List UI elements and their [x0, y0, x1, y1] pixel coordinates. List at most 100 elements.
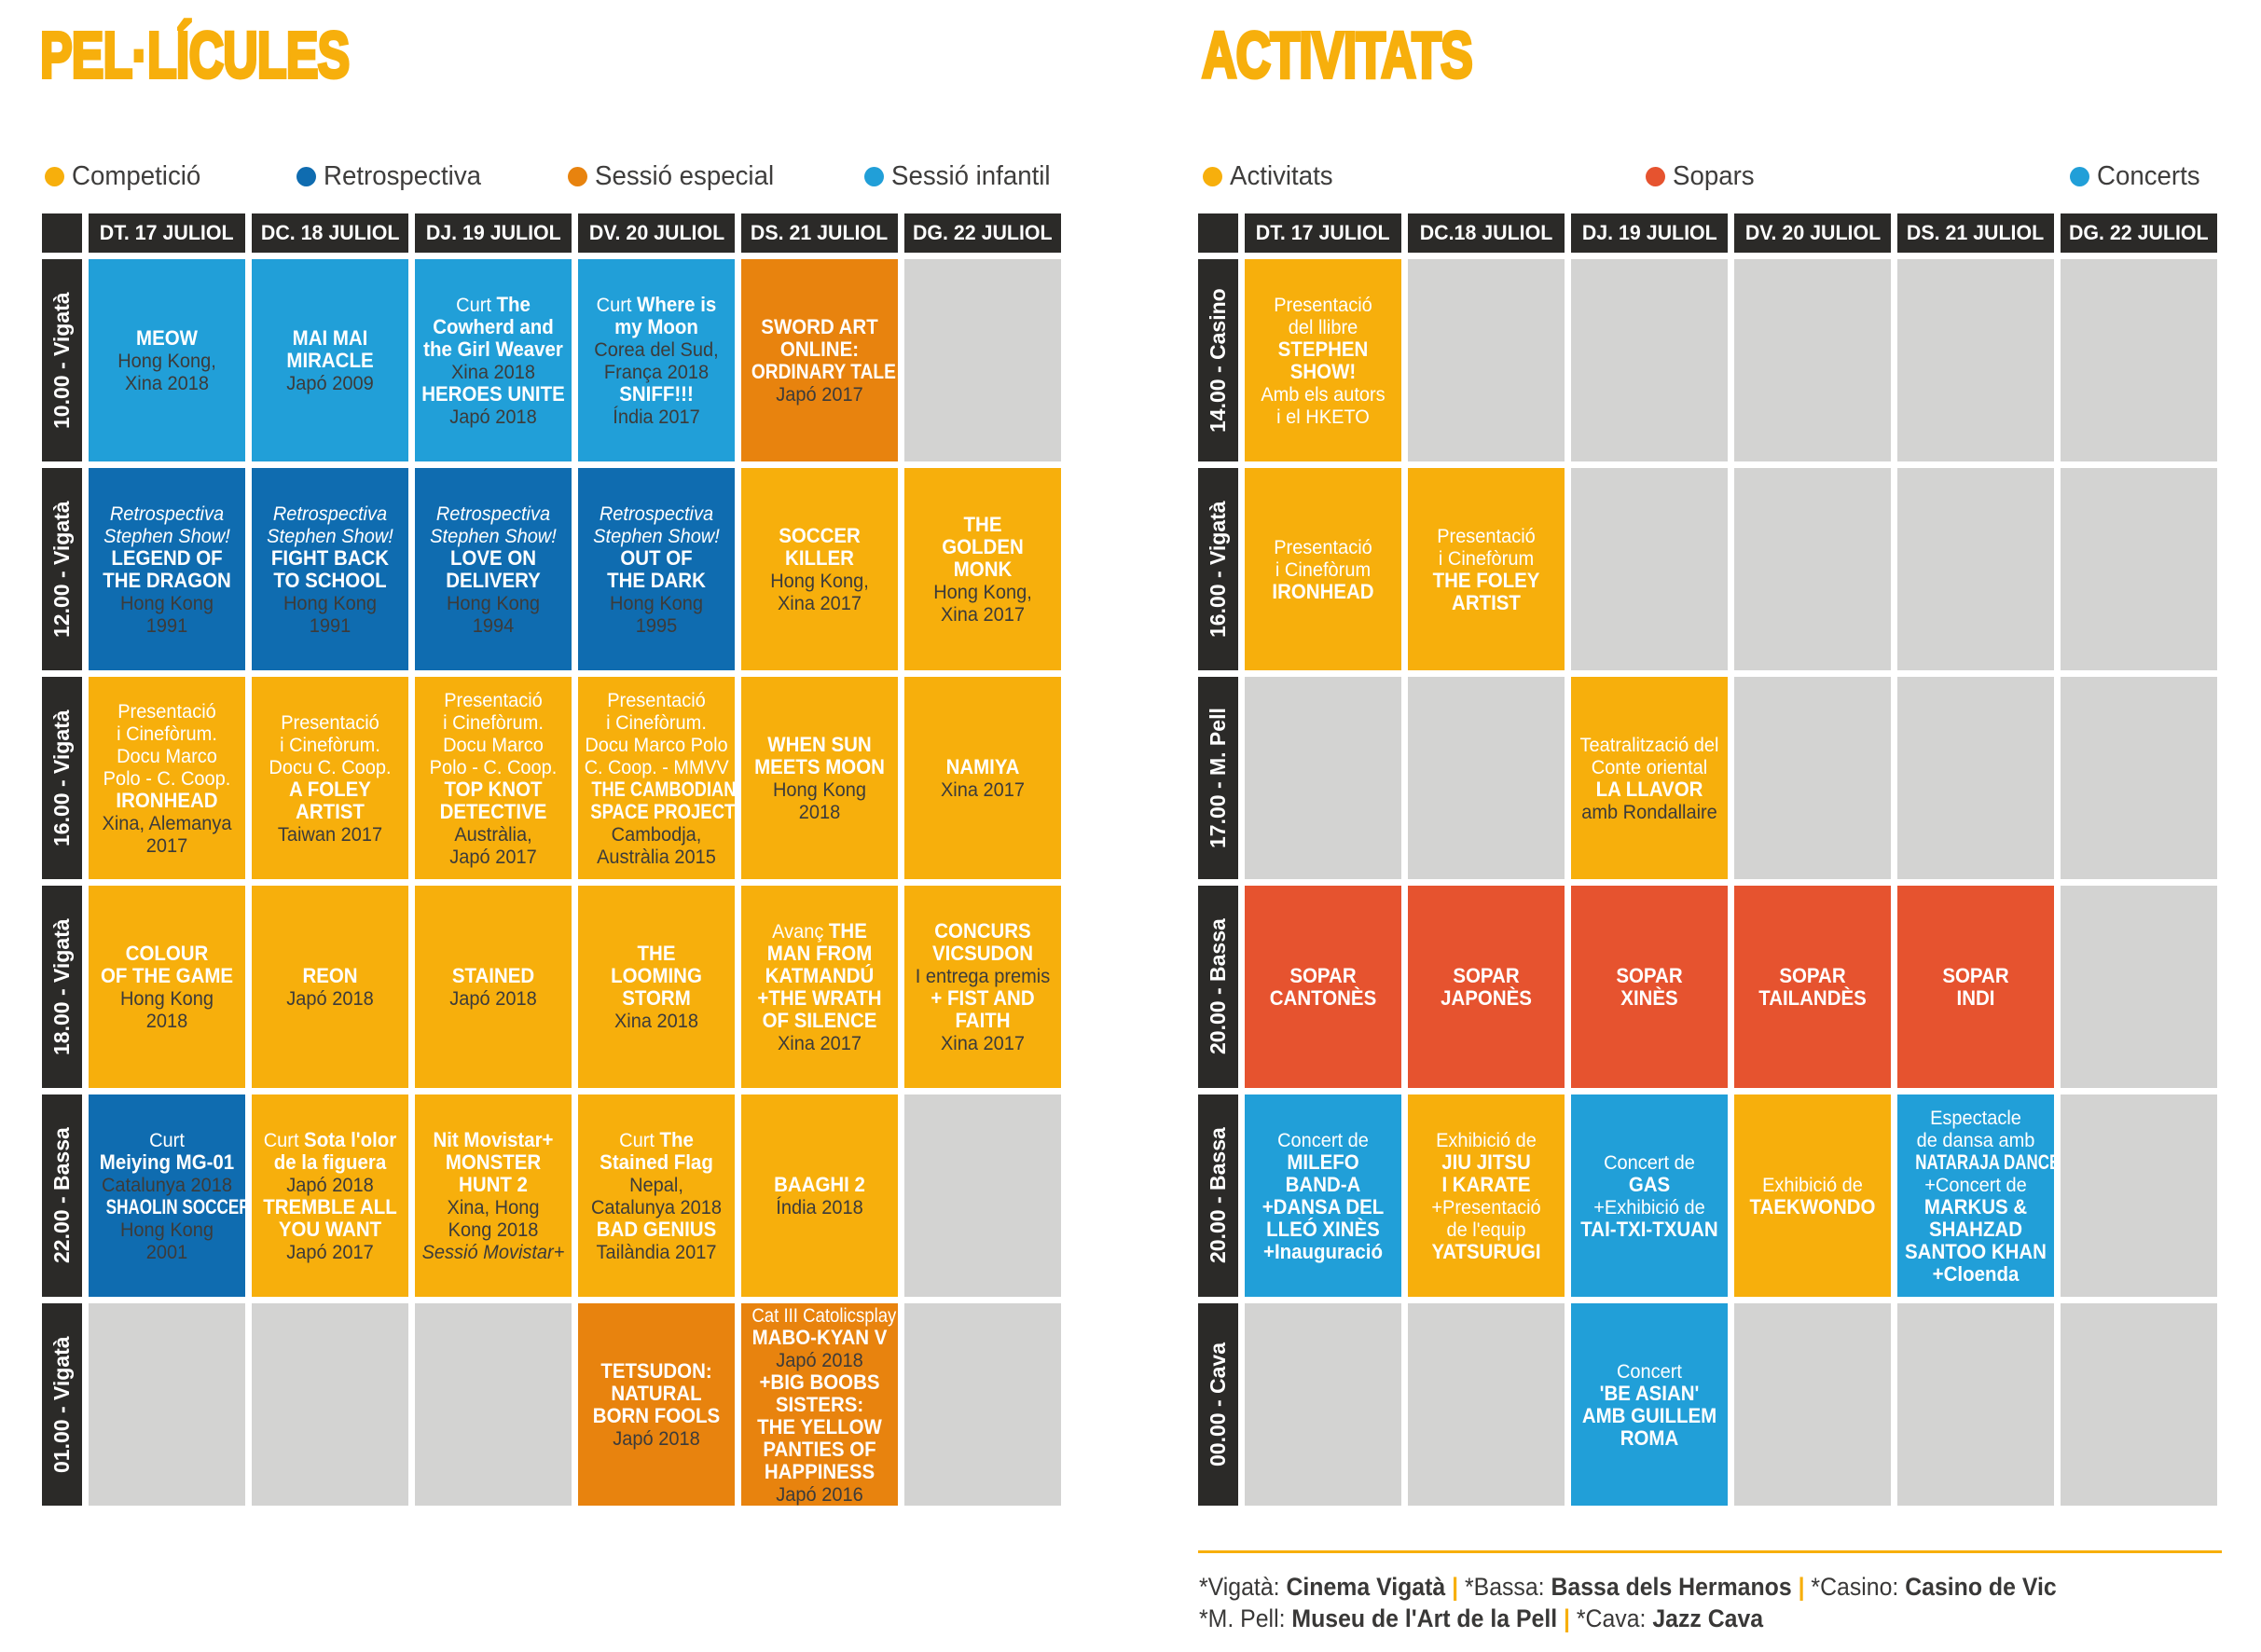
schedule-cell-line: Curt [94, 1129, 240, 1151]
text-run: THE CAMBODIAN [591, 777, 737, 801]
text-run: Exhibició de [1762, 1173, 1863, 1196]
text-run: The [496, 292, 531, 316]
text-run: The [659, 1127, 694, 1151]
empty-cell [1734, 1303, 1891, 1506]
text-run: Xina, Hong [447, 1195, 540, 1218]
text-run: SOCCER [779, 523, 861, 547]
schedule-cell-line: +Exhibició de [1577, 1196, 1722, 1218]
schedule-cell-line: Taiwan 2017 [257, 823, 403, 846]
text-run: OF THE GAME [100, 963, 234, 987]
schedule-cell-line: Sessió Movistar+ [420, 1241, 566, 1263]
schedule-cell-line: Hong Kong [94, 1218, 240, 1241]
text-run: SISTERS: [775, 1392, 864, 1416]
schedule-cell-line: 1995 [584, 614, 729, 637]
table-corner [1198, 213, 1238, 253]
text-run: Xina 2018 [450, 360, 536, 383]
text-run: 2017 [145, 833, 188, 857]
schedule-cell-line: HUNT 2 [420, 1173, 566, 1196]
schedule-cell-line: IRONHEAD [94, 789, 240, 812]
text-run: Hong Kong [119, 986, 214, 1010]
time-label: 16.00 - Vigatà [1198, 468, 1238, 670]
schedule-cell: MAI MAI MIRACLE Japó 2009 [252, 259, 408, 461]
schedule-cell-line: Cambodja, [584, 823, 729, 846]
text-run: Curt [263, 1128, 305, 1151]
schedule-cell-line: Exhibició de [1413, 1129, 1559, 1151]
legend-item-retrospectiva: Retrospectiva [296, 161, 486, 191]
text-run: Xina 2017 [940, 778, 1026, 801]
text-run: SWORD ART [761, 314, 878, 338]
text-run: MONK [953, 557, 1013, 581]
day-header-text: DJ. 19 JULIOL [425, 221, 561, 244]
text-run: Xina 2018 [614, 1009, 699, 1032]
schedule-cell-line: MARKUS & [1903, 1194, 2048, 1218]
schedule-cell-line: 1991 [257, 614, 403, 637]
schedule-cell-line: Polo - C. Coop. [420, 756, 566, 778]
schedule-cell-line: Xina 2017 [910, 1032, 1055, 1054]
schedule-cell-line: Xina 2017 [910, 603, 1055, 626]
legend-dot-icon [1203, 166, 1222, 186]
schedule-cell-line: MIRACLE [257, 349, 403, 372]
schedule-cell-line: SANTOO KHAN [1903, 1239, 2048, 1263]
schedule-cell-line: BAAGHI 2 [747, 1173, 892, 1196]
text-run: Retrospectiva [435, 502, 551, 525]
text-run: +Cloenda [1932, 1261, 2020, 1286]
table-corner [42, 213, 82, 253]
schedule-cell-line: SOCCER [747, 523, 892, 547]
schedule-cell-line: MEOW [94, 326, 240, 350]
legend-item-sopars: Sopars [1646, 161, 1757, 191]
empty-cell [1734, 468, 1891, 670]
schedule-cell-line: SHAOLIN SOCCER [106, 1195, 251, 1218]
text-run: the Girl Weaver [423, 337, 563, 361]
schedule-cell-line: Catalunya 2018 [584, 1196, 729, 1218]
schedule-cell-line: MEETS MOON [747, 754, 892, 778]
schedule-cell-line: Retrospectiva [420, 502, 566, 525]
schedule-cell: Curt Meiying MG-01 Catalunya 2018 SHAOLIN S… [89, 1094, 251, 1297]
text-run: YOU WANT [278, 1217, 382, 1241]
schedule-cell-line: Docu Marco [94, 745, 240, 767]
text-run: Japó 2009 [286, 371, 374, 394]
schedule-cell: Presentació i Cinefòrum. Docu Marco Polo - … [89, 677, 245, 879]
text-run: SANTOO KHAN [1905, 1239, 2047, 1263]
text-run: MEETS MOON [754, 754, 885, 778]
schedule-cell-line: MILEFO [1250, 1150, 1396, 1174]
schedule-cell-line: TREMBLE ALL [257, 1195, 403, 1218]
text-run: Hong Kong [119, 591, 214, 614]
empty-cell [2061, 677, 2217, 879]
schedule-cell-line: TAEKWONDO [1740, 1195, 1885, 1218]
text-run: SPACE PROJECT [590, 799, 736, 823]
schedule-cell-line: Presentació [1413, 525, 1559, 547]
schedule-cell-line: i Cinefòrum [1250, 558, 1396, 581]
schedule-cell-line: Retrospectiva [94, 502, 240, 525]
text-run: Docu C. Coop. [269, 755, 392, 778]
schedule-cell-line: Presentació [257, 711, 403, 734]
schedule-cell-line: Corea del Sud, [584, 338, 729, 361]
footnote-line: *M. Pell: Museu de l'Art de la Pell | *C… [1199, 1604, 2057, 1635]
schedule-cell-line: THE DRAGON [94, 569, 240, 592]
schedule-cell: Concert de GAS +Exhibició de TAI-TXI-TXUAN [1571, 1094, 1728, 1297]
text-run: Japó 2018 [776, 1348, 863, 1371]
schedule-cell-line: MABO-KYAN V [747, 1326, 892, 1349]
legend-item-competici-: Competició [45, 161, 205, 191]
schedule-cell-line: I entrega premis [910, 965, 1055, 987]
schedule-cell: Nit Movistar+ MONSTER HUNT 2 Xina, Hong Kong… [415, 1094, 572, 1297]
schedule-cell-line: + FIST AND [910, 986, 1055, 1010]
text-run: DETECTIVE [439, 799, 547, 823]
schedule-cell-line: LOVE ON [420, 546, 566, 570]
text-run: THE FOLEY [1432, 568, 1540, 592]
text-run: i Cinefòrum. [443, 710, 544, 734]
schedule-cell-line: NAMIYA [910, 755, 1055, 778]
day-header: DJ. 19 JULIOL [415, 213, 572, 253]
schedule-cell-line: i Cinefòrum. [584, 711, 729, 734]
schedule-cell-line: GAS [1577, 1173, 1722, 1196]
text-run: MARKUS & [1923, 1194, 2028, 1218]
schedule-cell-line: de dansa amb [1903, 1129, 2048, 1151]
schedule-cell-line: 2018 [747, 801, 892, 823]
text-run: MAN FROM [766, 941, 873, 965]
schedule-cell-line: Nit Movistar+ [420, 1128, 566, 1151]
text-run: Where is [637, 292, 717, 316]
schedule-cell-line: Hong Kong, [94, 350, 240, 372]
footnote-text-run: *Vigatà: [1199, 1573, 1287, 1601]
legend-item-activitats: Activitats [1203, 161, 1336, 191]
schedule-cell-line: WHEN SUN [747, 733, 892, 756]
empty-cell [2061, 1094, 2217, 1297]
